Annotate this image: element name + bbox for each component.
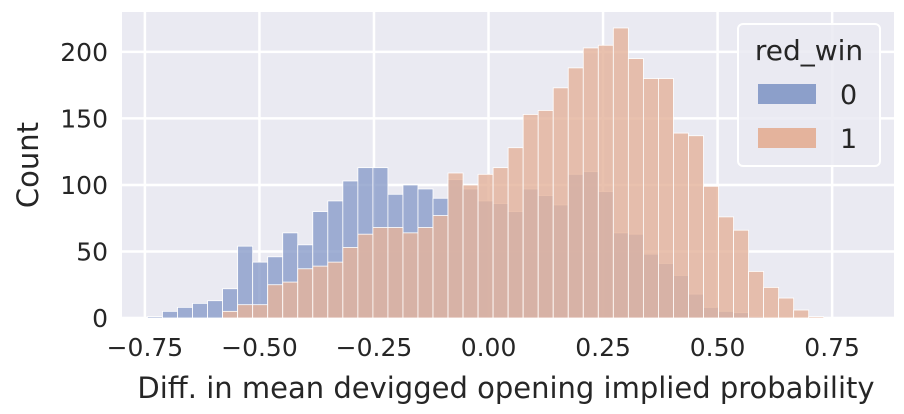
bar-series-1 (447, 172, 464, 319)
bar-series-1 (748, 271, 765, 319)
bar-series-1 (552, 87, 569, 319)
bar-series-1 (387, 227, 404, 319)
bar-series-0 (177, 306, 193, 319)
bar-series-1 (312, 265, 329, 319)
y-tick-label: 100 (60, 171, 108, 200)
bar-series-1 (297, 268, 314, 319)
bar-series-1 (537, 110, 554, 319)
bar-series-1 (642, 78, 659, 319)
histogram-bars (147, 27, 825, 319)
y-tick-label: 200 (60, 38, 108, 67)
bar-series-1 (492, 167, 509, 319)
bar-series-1 (658, 78, 674, 319)
bar-series-0 (207, 300, 224, 319)
bar-series-1 (703, 185, 719, 319)
bar-series-1 (432, 215, 449, 319)
y-tick-label: 50 (76, 237, 108, 266)
x-tick-label: −0.75 (107, 333, 184, 362)
legend-title: red_win (755, 34, 863, 67)
bar-series-1 (282, 281, 299, 319)
bar-series-1 (733, 229, 749, 319)
bar-series-1 (222, 310, 239, 319)
y-tick-labels: 0 50 100 150 200 (60, 38, 108, 333)
bar-series-1 (673, 132, 689, 319)
bar-series-1 (507, 147, 524, 319)
y-tick-label: 150 (60, 104, 108, 133)
bar-series-1 (793, 309, 810, 319)
bar-series-1 (627, 58, 644, 319)
bar-series-1 (763, 286, 780, 319)
x-tick-label: 0.00 (461, 333, 517, 362)
bar-series-1 (342, 247, 359, 319)
legend-swatch-1 (758, 128, 816, 148)
bar-series-1 (402, 232, 419, 319)
legend-label-1: 1 (840, 124, 857, 155)
y-axis-label: Count (11, 122, 45, 208)
bar-series-1 (327, 261, 344, 319)
bar-series-1 (252, 304, 269, 319)
x-tick-label: 0.50 (690, 333, 746, 362)
bar-series-1 (357, 233, 374, 319)
bar-series-1 (567, 67, 584, 319)
x-axis-label: Diff. in mean devigged opening implied p… (137, 371, 874, 405)
bar-series-1 (688, 135, 704, 319)
x-tick-label: −0.25 (336, 333, 413, 362)
bar-series-1 (417, 227, 434, 319)
bar-series-1 (237, 304, 254, 319)
bar-series-1 (522, 114, 539, 319)
legend: red_win 0 1 (737, 23, 881, 167)
x-tick-label: 0.75 (804, 333, 860, 362)
bar-series-1 (778, 297, 795, 319)
bar-series-1 (597, 44, 614, 319)
bar-series-1 (477, 173, 494, 319)
bar-series-1 (462, 184, 479, 319)
bar-series-1 (582, 47, 599, 319)
bar-series-1 (808, 316, 825, 319)
x-tick-label: −0.50 (221, 333, 298, 362)
y-tick-label: 0 (92, 304, 108, 333)
bar-series-1 (612, 27, 629, 319)
bar-series-1 (718, 216, 734, 319)
bar-series-0 (147, 316, 163, 319)
bar-series-0 (162, 310, 178, 319)
x-tick-labels: −0.75 −0.50 −0.25 0.00 0.25 0.50 0.75 (107, 333, 860, 362)
bar-series-1 (267, 284, 284, 319)
bar-series-1 (372, 227, 389, 319)
x-tick-label: 0.25 (575, 333, 631, 362)
bar-series-0 (192, 302, 208, 319)
legend-label-0: 0 (840, 80, 857, 111)
legend-swatch-0 (758, 84, 816, 104)
